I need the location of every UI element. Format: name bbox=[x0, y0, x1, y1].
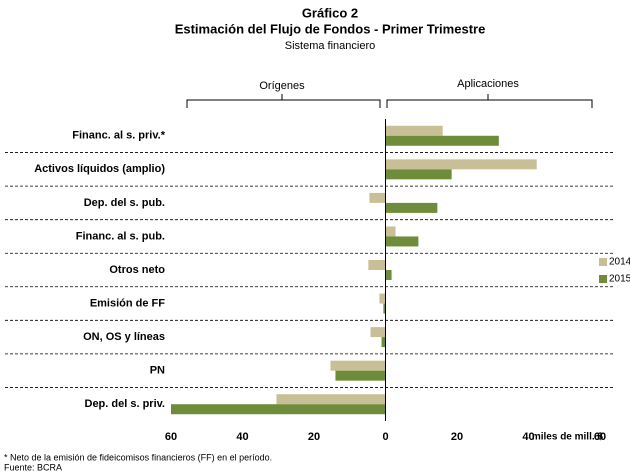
category-label: Financ. al s. priv.* bbox=[72, 130, 165, 142]
chart-subtitle: Estimación del Flujo de Fondos - Primer … bbox=[175, 21, 486, 36]
x-tick-label: 0 bbox=[382, 431, 388, 443]
x-tick-label: 20 bbox=[451, 431, 463, 443]
category-label: PN bbox=[150, 365, 165, 377]
bar bbox=[276, 394, 386, 405]
category-label: ON, OS y líneas bbox=[83, 331, 165, 343]
bar bbox=[385, 202, 438, 213]
bar bbox=[379, 293, 386, 304]
bar bbox=[385, 169, 452, 180]
group-label: Orígenes bbox=[259, 80, 305, 92]
category-label: Emisión de FF bbox=[90, 297, 165, 309]
source: Fuente: BCRA bbox=[4, 462, 62, 472]
bar bbox=[381, 337, 386, 348]
legend-label: 2015 bbox=[609, 274, 630, 285]
group-label: Aplicaciones bbox=[457, 78, 519, 90]
bar bbox=[385, 135, 499, 146]
chart-title: Gráfico 2 bbox=[302, 5, 358, 20]
chart-subtitle-2: Sistema financiero bbox=[285, 40, 376, 52]
category-label: Financ. al s. pub. bbox=[76, 230, 165, 242]
bar bbox=[370, 327, 386, 338]
x-tick-label: 20 bbox=[308, 431, 320, 443]
x-tick-label: 40 bbox=[522, 431, 534, 443]
bar bbox=[385, 159, 537, 170]
bracket bbox=[186, 94, 381, 108]
bar bbox=[335, 370, 386, 381]
x-tick-label: 40 bbox=[236, 431, 248, 443]
footnote: * Neto de la emisión de fideicomisos fin… bbox=[4, 452, 272, 462]
category-label: Activos líquidos (amplio) bbox=[34, 163, 165, 175]
bar bbox=[385, 270, 392, 280]
x-axis-label: miles de mill. $ bbox=[532, 432, 604, 443]
bar bbox=[330, 360, 386, 371]
bar bbox=[369, 192, 386, 203]
legend-swatch bbox=[599, 275, 607, 283]
bar bbox=[368, 260, 386, 270]
bar bbox=[385, 226, 396, 237]
x-tick-label: 60 bbox=[165, 431, 177, 443]
category-label: Otros neto bbox=[109, 264, 165, 276]
x-tick-label: 60 bbox=[594, 431, 606, 443]
category-label: Dep. del s. priv. bbox=[85, 398, 166, 410]
legend-label: 2014 bbox=[609, 257, 630, 268]
bar bbox=[171, 404, 386, 415]
bracket bbox=[386, 94, 593, 108]
bar bbox=[383, 303, 386, 314]
category-label: Dep. del s. pub. bbox=[84, 197, 165, 209]
bar bbox=[385, 125, 443, 136]
bar bbox=[385, 236, 419, 247]
legend-swatch bbox=[599, 258, 607, 266]
